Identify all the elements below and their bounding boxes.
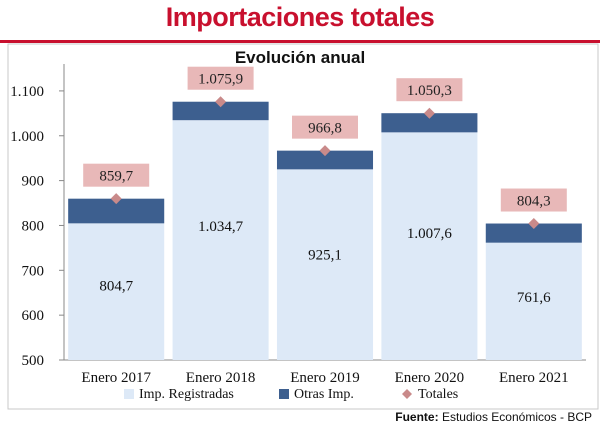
data-label-totales: 1.075,9 (198, 72, 243, 88)
marker-totales (528, 218, 540, 230)
x-category-label: Enero 2017 (81, 370, 151, 386)
source-note: Fuente: Estudios Económicos - BCP (395, 410, 592, 424)
y-tick-label: 1.000 (10, 129, 44, 145)
bar-otras-imp (381, 113, 478, 133)
y-tick-label: 1.100 (10, 84, 44, 100)
legend-label-otras: Otras Imp. (294, 387, 354, 402)
bar-imp-registradas (381, 132, 478, 360)
legend-swatch-totales (402, 389, 412, 399)
data-label-totales: 859,7 (99, 169, 133, 185)
label-box-totales (83, 163, 150, 187)
marker-totales (423, 107, 435, 119)
x-category-label: Enero 2021 (499, 370, 569, 386)
label-box-totales (500, 188, 567, 212)
legend-swatch-registradas (124, 389, 134, 399)
bar-otras-imp (172, 101, 269, 121)
bar-otras-imp (485, 223, 582, 243)
page-title: Importaciones totales (165, 2, 435, 32)
legend-swatch-otras (279, 389, 289, 399)
data-label-registradas: 925,1 (308, 247, 342, 263)
bar-imp-registradas (485, 242, 582, 360)
marker-totales (215, 96, 227, 108)
label-box-totales (292, 115, 358, 139)
y-tick-label: 500 (22, 353, 45, 369)
bar-imp-registradas (68, 223, 165, 360)
marker-totales (319, 145, 331, 157)
source-text: Estudios Económicos - BCP (441, 410, 592, 424)
title-divider (0, 40, 600, 43)
y-tick-label: 800 (22, 218, 45, 234)
marker-totales (110, 193, 122, 205)
label-box-totales (396, 78, 463, 102)
source-label: Fuente: (395, 410, 439, 424)
data-label-registradas: 1.007,6 (407, 226, 453, 242)
y-tick-label: 900 (22, 174, 45, 190)
legend-label-registradas: Imp. Registradas (139, 387, 234, 402)
bar-imp-registradas (172, 120, 269, 360)
x-category-label: Enero 2018 (186, 370, 256, 386)
data-label-registradas: 804,7 (99, 279, 133, 295)
data-label-totales: 1.050,3 (407, 83, 452, 99)
label-box-totales (187, 66, 254, 90)
data-label-registradas: 761,6 (517, 290, 551, 306)
data-label-totales: 966,8 (308, 121, 342, 137)
x-category-label: Enero 2019 (290, 370, 360, 386)
y-tick-label: 600 (22, 308, 45, 324)
bar-otras-imp (276, 150, 374, 170)
data-label-totales: 804,3 (517, 194, 551, 210)
y-tick-label: 700 (22, 263, 45, 279)
data-label-registradas: 1.034,7 (198, 219, 244, 235)
bar-imp-registradas (276, 169, 374, 360)
x-category-label: Enero 2020 (395, 370, 465, 386)
legend-label-totales: Totales (418, 387, 458, 402)
chart-subtitle: Evolución anual (235, 48, 365, 67)
